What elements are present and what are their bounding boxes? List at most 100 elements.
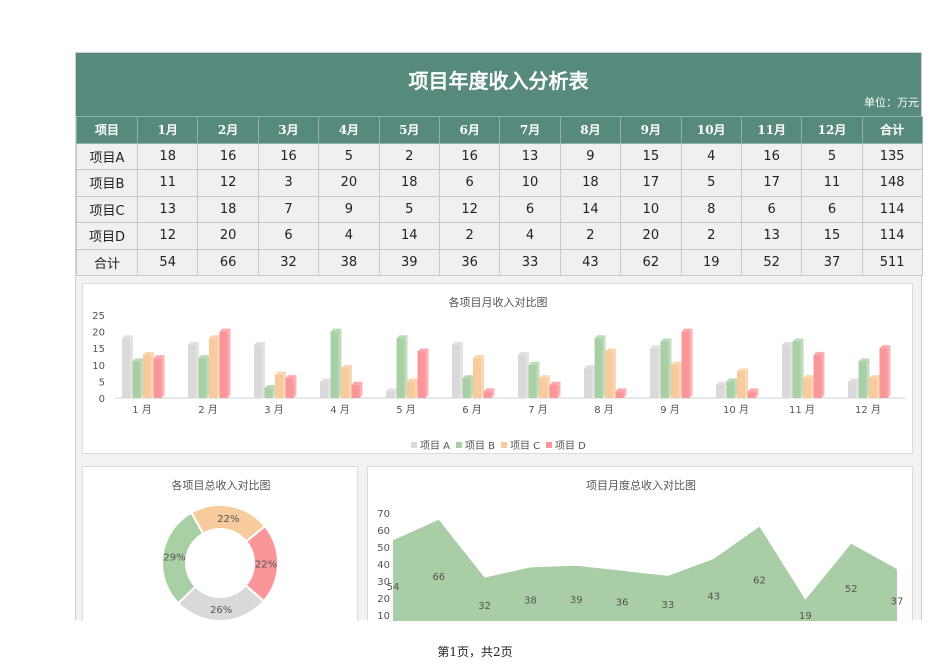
bar-front	[122, 338, 130, 398]
bar-项目 B	[858, 358, 870, 398]
bar-front	[351, 384, 360, 398]
bar-top	[264, 385, 276, 389]
table-cell: 18	[559, 169, 622, 197]
table-cell: 16	[740, 142, 803, 170]
bar-项目 B	[132, 358, 144, 398]
bar-front	[594, 338, 603, 398]
bar-side	[415, 378, 418, 398]
bar-side	[745, 368, 748, 398]
bar-side	[272, 385, 276, 398]
bar-项目 C	[407, 378, 418, 398]
table-cell: 20	[197, 222, 259, 250]
bar-top	[660, 338, 672, 342]
bar-项目 B	[726, 378, 738, 398]
area-chart: 项目月度总收入对比图 10 20 30 40 50 60 70 54 66 32 38 39 36 33 43…	[377, 478, 904, 622]
bar-front	[396, 338, 405, 398]
bar-top	[594, 335, 606, 339]
table-cell: 8	[680, 195, 742, 223]
column-header: 5月	[378, 116, 440, 144]
table-cell: 5	[680, 169, 742, 197]
bar-front	[417, 351, 426, 398]
bar-front	[584, 368, 592, 398]
column-header: 8月	[559, 116, 622, 144]
slice-label: 22%	[255, 560, 277, 571]
legend-swatch	[501, 442, 507, 448]
table-cell: 9	[318, 195, 380, 223]
bar-项目 C	[869, 375, 880, 398]
table-cell: 19	[680, 248, 742, 276]
bar-项目 B	[660, 338, 672, 398]
bar-side	[140, 358, 144, 398]
data-label: 32	[478, 601, 491, 612]
bar-项目 B	[792, 338, 804, 398]
bar-top	[518, 351, 529, 355]
bar-front	[747, 391, 756, 398]
bar-top	[275, 371, 286, 375]
bar-top	[716, 381, 727, 385]
bar-side	[790, 341, 793, 398]
table-cell: 2	[680, 222, 742, 250]
bar-side	[856, 378, 859, 398]
bar-top	[341, 365, 352, 369]
legend-label: 项目 D	[555, 440, 586, 452]
bar-front	[473, 358, 481, 398]
legend-label: 项目 C	[510, 440, 540, 452]
slice-label: 26%	[210, 605, 232, 616]
table-cell: 6	[257, 222, 320, 250]
bar-side	[557, 381, 561, 398]
bar-top	[650, 345, 661, 349]
bar-top	[462, 375, 474, 379]
bar-top	[528, 361, 540, 365]
bar-front	[858, 361, 867, 398]
bar-项目 D	[285, 375, 297, 398]
y-tick-label: 60	[377, 526, 390, 537]
bar-top	[473, 355, 484, 359]
table-cell: 10	[620, 195, 682, 223]
table-cell: 37	[801, 248, 863, 276]
bar-top	[219, 328, 231, 332]
data-label: 62	[753, 575, 766, 586]
bar-side	[262, 341, 265, 398]
data-label: 37	[891, 597, 904, 608]
bar-front	[264, 388, 273, 398]
table-cell: 32	[257, 248, 320, 276]
bar-side	[394, 388, 397, 398]
bar-front	[198, 358, 207, 398]
bar-top	[122, 335, 133, 339]
bar-side	[602, 335, 606, 398]
table-cell: 12	[438, 195, 501, 223]
bar-项目 A	[320, 378, 331, 398]
x-tick-label: 5 月	[396, 404, 416, 416]
table-cell: 20	[620, 222, 682, 250]
bar-front	[671, 364, 679, 398]
bar-项目 D	[417, 348, 429, 398]
x-tick-label: 7 月	[528, 404, 548, 416]
legend-swatch	[546, 442, 552, 448]
bar-项目 C	[473, 355, 484, 398]
bar-front	[737, 371, 745, 398]
bar-side	[206, 355, 210, 398]
bar-side	[151, 351, 154, 398]
bar-side	[877, 375, 880, 398]
chart-title: 各项目总收入对比图	[172, 478, 271, 492]
bar-top	[254, 341, 265, 345]
income-table: 项目 1月 2月 3月 4月 5月 6月 7月 8月 9月 10月 11月 12月 合计 项目A 18 16 1…	[76, 116, 923, 276]
bar-项目 D	[813, 351, 825, 398]
bar-top	[320, 378, 331, 382]
x-tick-label: 8 月	[594, 404, 614, 416]
bar-front	[219, 331, 228, 398]
bar-front	[407, 381, 415, 398]
bar-side	[613, 348, 616, 398]
bar-top	[143, 351, 154, 355]
chart-title: 项目月度总收入对比图	[586, 478, 696, 492]
table-row: 项目A 18 16 16 5 2 16 13 9 15 4 16 5 135	[76, 142, 923, 170]
table-cell: 18	[197, 195, 259, 223]
y-tick-label: 40	[377, 560, 390, 571]
table-cell: 6	[801, 195, 863, 223]
table-cell: 5	[378, 195, 440, 223]
bar-front	[153, 358, 162, 398]
bar-side	[755, 388, 759, 398]
bar-side	[526, 351, 529, 398]
monthly-bar-chart: 各项目月收入对比图 0 5 10 15 20 25 1 月 2 月 3 月 4 月 5 月 6 月 7 月…	[92, 295, 905, 452]
bar-项目 A	[386, 388, 397, 398]
